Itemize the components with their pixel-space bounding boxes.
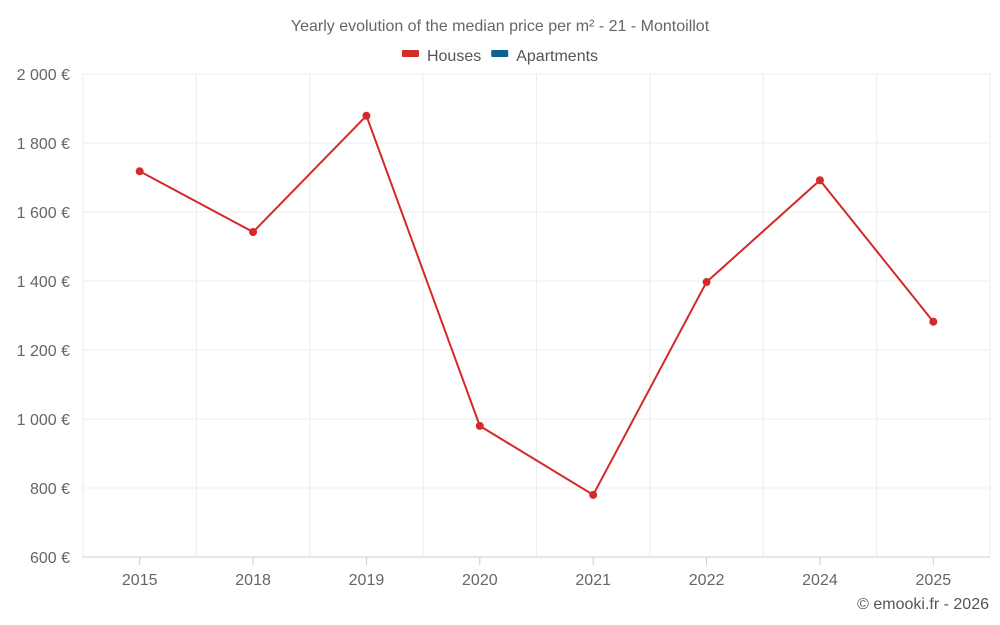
x-axis: 2015 2018 2019 2020 2021 2022 2024 2025 <box>83 556 990 589</box>
y-tick-label: 1 000 € <box>17 412 70 429</box>
legend-item-apartments[interactable]: Apartments <box>491 48 598 65</box>
x-tick-label: 2015 <box>122 572 158 589</box>
data-point[interactable] <box>135 167 144 176</box>
y-tick-label: 1 400 € <box>17 274 70 291</box>
legend-label: Houses <box>427 48 481 65</box>
y-tick-label: 800 € <box>30 481 70 498</box>
x-tick-label: 2024 <box>802 572 838 589</box>
data-point[interactable] <box>475 421 484 430</box>
y-tick-label: 2 000 € <box>17 67 70 84</box>
data-point[interactable] <box>815 176 824 185</box>
series-layer <box>135 111 938 499</box>
legend-label: Apartments <box>516 48 598 65</box>
legend-item-houses[interactable]: Houses <box>401 48 481 65</box>
data-point[interactable] <box>702 278 711 287</box>
legend: Houses Apartments <box>401 48 598 65</box>
y-axis: 600 € 800 € 1 000 € 1 200 € 1 400 € 1 600 € 1 … <box>17 67 70 567</box>
x-tick-label: 2022 <box>689 572 725 589</box>
x-tick-label: 2018 <box>235 572 271 589</box>
x-tick-label: 2021 <box>575 572 611 589</box>
x-tick-label: 2025 <box>916 572 952 589</box>
data-point[interactable] <box>249 228 258 237</box>
legend-swatch <box>491 50 509 57</box>
y-tick-label: 1 200 € <box>17 343 70 360</box>
data-point[interactable] <box>589 490 598 499</box>
grid-lines <box>82 73 991 557</box>
data-point[interactable] <box>362 111 371 120</box>
x-tick-label: 2019 <box>349 572 385 589</box>
legend-swatch <box>401 50 419 57</box>
data-point[interactable] <box>929 317 938 326</box>
y-tick-label: 1 800 € <box>17 136 70 153</box>
y-tick-label: 1 600 € <box>17 205 70 222</box>
series-line-houses <box>139 113 935 497</box>
x-tick-label: 2020 <box>462 572 498 589</box>
credit-text: © emooki.fr - 2026 <box>857 596 989 613</box>
y-tick-label: 600 € <box>30 550 70 567</box>
chart-title: Yearly evolution of the median price per… <box>291 18 710 35</box>
